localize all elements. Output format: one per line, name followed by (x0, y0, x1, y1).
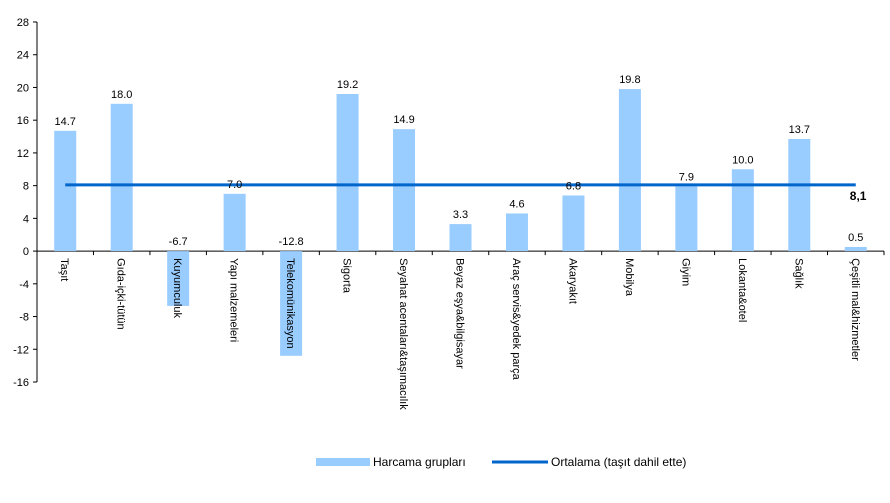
x-tick-label: Araç servis&yedek parça (510, 258, 522, 381)
bar (110, 103, 133, 252)
bars (54, 89, 867, 356)
x-tick-label: Sağlık (792, 258, 804, 289)
data-label: 14.9 (393, 114, 414, 126)
legend-line-label: Ortalama (taşıt dahil ette) (551, 455, 686, 469)
x-tick-label: Taşıt (58, 258, 70, 281)
y-tick-label: -16 (13, 377, 29, 389)
legend-bar-label: Harcama grupları (373, 455, 466, 469)
bar (280, 251, 303, 356)
data-label: 7.9 (679, 171, 694, 183)
bar (167, 251, 190, 306)
bar (505, 213, 528, 252)
x-tick-label: Yapı malzemeleri (228, 258, 240, 342)
bar (449, 224, 472, 252)
data-label: 10.0 (732, 154, 753, 166)
y-tick-label: -4 (19, 279, 29, 291)
data-label: 3.3 (453, 209, 468, 221)
y-tick-label: -8 (19, 312, 29, 324)
x-tick-label: Gıda-içki-tütün (115, 258, 127, 330)
data-label: 6.8 (566, 180, 581, 192)
data-label: 14.7 (55, 116, 76, 128)
labels: 14.7 18.0 -6.7 7.0 -12.8 19.2 14.9 3.3 4.6 6.8 19.… (55, 74, 864, 410)
y-tick-label: 24 (17, 50, 29, 62)
y-tick-label: 16 (17, 115, 29, 127)
bar (393, 129, 416, 252)
data-label: 4.6 (509, 198, 524, 210)
bar (788, 139, 811, 252)
y-tick-label: 0 (23, 246, 29, 258)
legend: Harcama grupları Ortalama (taşıt dahil e… (316, 455, 686, 469)
data-label: 19.2 (337, 79, 358, 91)
average-line-group: 8,1 (65, 183, 867, 203)
x-tick-label: Beyaz eşya&bilgisayar (454, 258, 466, 369)
data-label: 18.0 (111, 89, 132, 101)
bar (618, 89, 641, 252)
bar (562, 195, 585, 252)
data-label: -12.8 (279, 236, 304, 248)
bar (54, 130, 77, 252)
x-tick-label: Çeşitli mal&hizmetler (849, 258, 861, 361)
y-tick-label: 12 (17, 148, 29, 160)
data-label: 13.7 (789, 124, 810, 136)
bar (223, 193, 246, 252)
y-tick-label: 4 (23, 213, 29, 225)
bar (675, 186, 698, 252)
data-label: 7.0 (227, 179, 242, 191)
y-tick-label: 8 (23, 181, 29, 193)
x-tick-label: Kuyumculuk (171, 258, 183, 318)
legend-bar-swatch (316, 458, 370, 466)
y-tick-label: -12 (13, 344, 29, 356)
bar (731, 169, 754, 252)
x-tick-label: Mobilya (623, 258, 635, 297)
bar (844, 247, 867, 252)
x-tick-label: Lokanta&otel (736, 258, 748, 322)
y-tick-label: 28 (17, 17, 29, 29)
x-tick-label: Seyahat acentaları&taşımacılık (397, 258, 409, 410)
average-value-label: 8,1 (850, 189, 867, 203)
x-tick-label: Giyim (679, 258, 691, 286)
x-tick-label: Akaryakıt (566, 258, 578, 304)
x-tick-label: Sigorta (341, 258, 353, 294)
data-label: 19.8 (619, 74, 640, 86)
y-tick-label: 20 (17, 82, 29, 94)
data-label: 0.5 (848, 232, 863, 244)
data-label: -6.7 (169, 236, 188, 248)
bar (336, 94, 359, 252)
x-tick-label: Telekomünikasyon (284, 258, 296, 349)
